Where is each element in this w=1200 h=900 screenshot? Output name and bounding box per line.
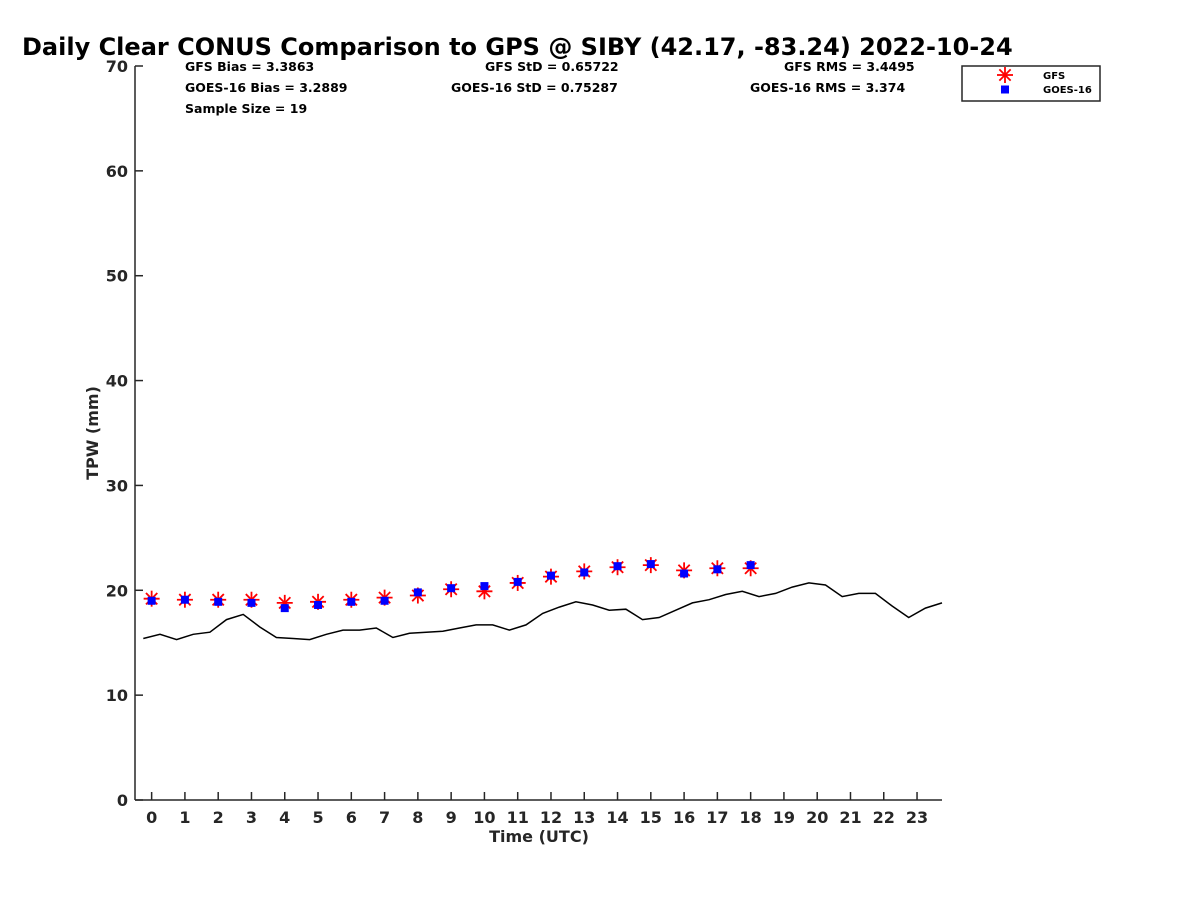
x-tick-label: 5: [312, 808, 323, 827]
goes-point: [214, 597, 223, 606]
x-tick-label: 14: [606, 808, 628, 827]
gps-series: [143, 582, 943, 641]
goes-point: [646, 560, 655, 569]
goes-point: [413, 588, 422, 597]
y-tick-label: 10: [106, 686, 128, 705]
goes-bias-stat: GOES-16 Bias = 3.2889: [185, 80, 347, 95]
goes-point: [546, 571, 555, 580]
legend-gfs-asterisk: [997, 67, 1013, 83]
goes-rms-stat: GOES-16 RMS = 3.374: [750, 80, 905, 95]
y-axis-ticks: 0 10 20 30 40 50 60 70: [106, 57, 143, 810]
legend: GFS GOES-16: [961, 65, 1101, 102]
x-tick-label: 4: [279, 808, 290, 827]
x-tick-label: 6: [346, 808, 357, 827]
x-tick-label: 20: [806, 808, 828, 827]
goes-point: [347, 597, 356, 606]
x-tick-label: 13: [573, 808, 595, 827]
goes-point: [247, 598, 256, 607]
goes-point: [447, 584, 456, 593]
x-tick-label: 22: [873, 808, 895, 827]
y-tick-label: 70: [106, 57, 128, 76]
x-tick-label: 11: [507, 808, 529, 827]
legend-gfs-label: GFS: [1043, 71, 1065, 82]
y-tick-label: 60: [106, 162, 128, 181]
y-tick-label: 50: [106, 267, 128, 286]
x-tick-label: 2: [213, 808, 224, 827]
x-tick-label: 9: [446, 808, 457, 827]
goes-point: [580, 568, 589, 577]
goes-point: [480, 582, 489, 591]
gfs-std-stat: GFS StD = 0.65722: [485, 59, 619, 74]
y-tick-label: 40: [106, 372, 128, 391]
x-tick-label: 21: [839, 808, 861, 827]
legend-box: [961, 65, 1101, 102]
x-tick-label: 0: [146, 808, 157, 827]
x-tick-label: 19: [773, 808, 795, 827]
legend-goes-label: GOES-16: [1043, 85, 1092, 96]
x-axis-ticks: 0 1 2 3 4 5 6 7 8 9 10 11 12 13 14 15 16 17 18 19 20 21 22 23: [146, 792, 928, 827]
x-axis-label: Time (UTC): [489, 827, 589, 846]
chart-title: Daily Clear CONUS Comparison to GPS @ SI…: [22, 33, 1013, 61]
x-tick-label: 1: [179, 808, 190, 827]
legend-goes-marker: [1001, 85, 1009, 94]
goes-point: [680, 569, 689, 578]
goes-point: [746, 561, 755, 570]
x-tick-label: 16: [673, 808, 695, 827]
y-tick-label: 30: [106, 476, 128, 495]
x-tick-label: 10: [473, 808, 495, 827]
goes-point: [380, 596, 389, 605]
gfs-rms-stat: GFS RMS = 3.4495: [784, 59, 915, 74]
sample-size-stat: Sample Size = 19: [185, 101, 307, 116]
gfs-bias-stat: GFS Bias = 3.3863: [185, 59, 314, 74]
y-axis-label: TPW (mm): [83, 386, 102, 480]
x-tick-label: 3: [246, 808, 257, 827]
y-tick-label: 0: [117, 791, 128, 810]
gfs-series: [143, 557, 759, 611]
goes-point: [513, 577, 522, 586]
goes-series: [147, 560, 755, 613]
x-tick-label: 17: [706, 808, 728, 827]
x-tick-label: 7: [379, 808, 390, 827]
goes-point: [713, 565, 722, 574]
x-tick-label: 23: [906, 808, 928, 827]
goes-point: [280, 604, 289, 613]
x-tick-label: 18: [740, 808, 762, 827]
legend-gfs-marker: [997, 67, 1013, 83]
goes-point: [314, 600, 323, 609]
goes-point: [613, 562, 622, 571]
gps-line: [143, 582, 943, 641]
goes-point: [147, 596, 156, 605]
x-tick-label: 15: [640, 808, 662, 827]
goes-std-stat: GOES-16 StD = 0.75287: [451, 80, 618, 95]
x-tick-label: 8: [412, 808, 423, 827]
goes-point: [180, 595, 189, 604]
y-tick-label: 20: [106, 581, 128, 600]
x-tick-label: 12: [540, 808, 562, 827]
